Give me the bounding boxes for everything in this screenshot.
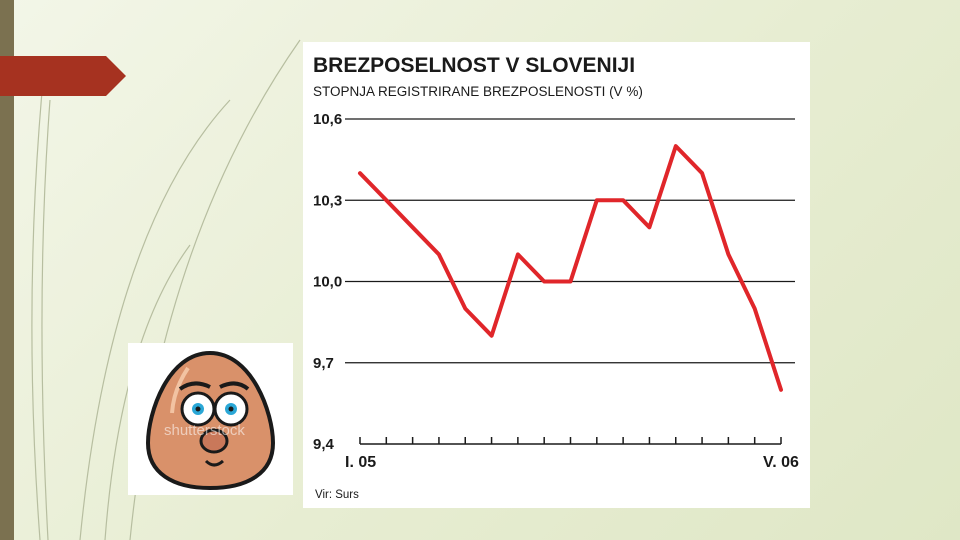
egg-face-illustration: shutterstock — [128, 343, 293, 495]
y-tick-label: 10,3 — [313, 192, 342, 209]
unemployment-series-line — [358, 144, 783, 392]
red-arrow-tab-icon — [0, 56, 126, 96]
deco-line-1 — [41, 99, 51, 540]
x-end-label: V. 06 — [763, 454, 799, 471]
chart-source: Vir: Surs — [315, 489, 359, 501]
deco-line-2 — [31, 69, 45, 540]
x-start-label: I. 05 — [345, 454, 376, 471]
unemployment-line-chart: BREZPOSELNOST V SLOVENIJI STOPNJA REGIST… — [313, 54, 799, 501]
y-tick-label: 9,4 — [313, 436, 335, 453]
chart-title: BREZPOSELNOST V SLOVENIJI — [313, 54, 635, 77]
y-tick-label: 9,7 — [313, 355, 334, 372]
deco-line-3 — [79, 99, 231, 540]
y-tick-label: 10,6 — [313, 111, 342, 128]
slide-left-bar — [0, 0, 14, 540]
egg-watermark: shutterstock — [164, 422, 245, 439]
y-tick-label: 10,0 — [313, 274, 342, 291]
chart-panel: BREZPOSELNOST V SLOVENIJI STOPNJA REGIST… — [303, 42, 810, 508]
surprised-egg-face-icon: shutterstock — [145, 350, 276, 491]
chart-subtitle: STOPNJA REGISTRIRANE BREZPOSLENOSTI (V %… — [313, 84, 643, 99]
